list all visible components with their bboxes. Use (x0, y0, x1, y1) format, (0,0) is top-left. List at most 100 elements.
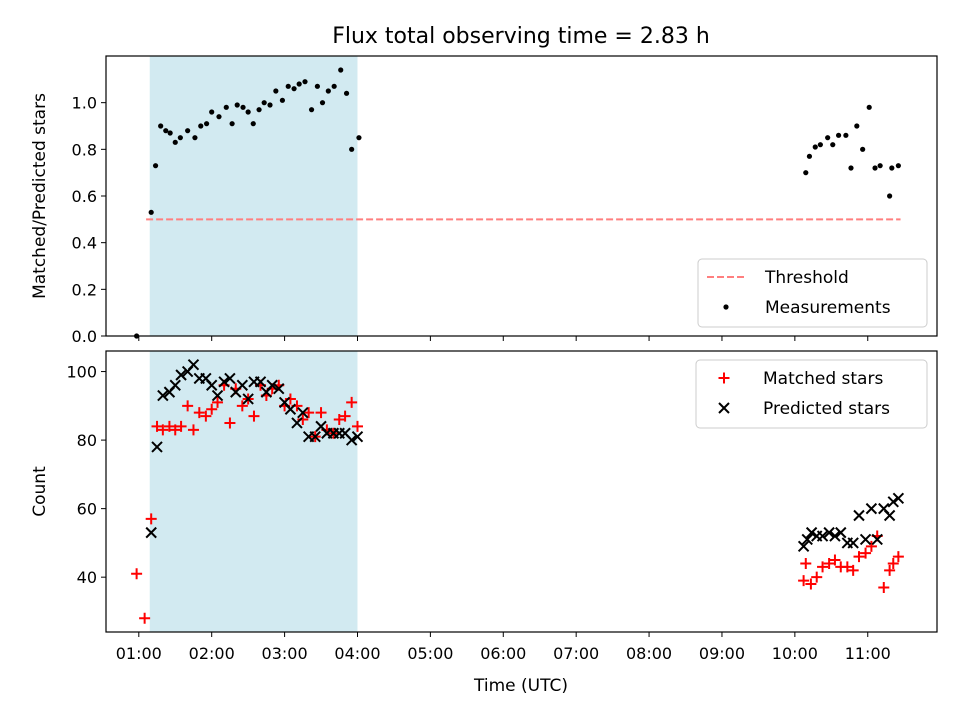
measurement-point (356, 135, 362, 141)
matched-star-point (236, 400, 248, 412)
x-tick-label: 02:00 (189, 644, 235, 663)
x-tick-label: 01:00 (116, 644, 162, 663)
predicted-star-point (797, 540, 810, 553)
predicted-star-point (853, 509, 865, 522)
measurement-point (349, 146, 355, 152)
predicted-star-point (859, 533, 872, 546)
measurement-point (887, 193, 893, 199)
matched-star-point (847, 564, 859, 576)
measurement-point (854, 123, 860, 129)
matched-star-point (145, 513, 157, 525)
predicted-star-point (345, 434, 358, 446)
measurement-point (273, 88, 279, 94)
measurement-point (806, 153, 813, 159)
legend-label: Measurements (765, 298, 891, 318)
measurement-point (192, 135, 198, 141)
measurement-point (872, 165, 878, 171)
y-tick-label: 100 (66, 363, 97, 382)
matched-star-point (798, 575, 810, 587)
measurement-point (185, 128, 191, 134)
measurement-point (267, 102, 273, 108)
matched-star-point (175, 420, 187, 432)
x-tick-label: 03:00 (262, 644, 308, 663)
matched-star-point (892, 551, 904, 563)
legend-matched-swatch (718, 372, 730, 384)
matched-star-point (805, 578, 817, 590)
predicted-star-point (801, 533, 813, 546)
y-tick-label: 0.0 (72, 327, 97, 346)
y-tick-label: 0.2 (72, 280, 97, 299)
measurement-point (177, 135, 183, 141)
measurement-point (279, 97, 286, 103)
measurement-point (234, 102, 240, 108)
x-tick-label: 08:00 (626, 644, 672, 663)
y-tick-label: 0.8 (72, 140, 97, 159)
matched-star-point (878, 581, 890, 593)
observing-span-highlight (149, 351, 358, 632)
x-tick-label: 11:00 (845, 644, 891, 663)
matched-star-point (206, 403, 218, 415)
matched-star-point (187, 424, 199, 436)
legend-measurements-swatch (723, 304, 729, 310)
predicted-star-point (224, 372, 236, 385)
y-axis-label: Count (30, 466, 50, 517)
predicted-star-point (892, 492, 905, 505)
measurement-point (250, 121, 256, 127)
predicted-star-point (175, 369, 187, 381)
legend-label: Matched stars (763, 369, 883, 389)
measurement-point (291, 86, 297, 92)
legend-predicted-swatch (718, 402, 730, 414)
measurement-point (812, 144, 818, 150)
measurement-point (843, 132, 849, 138)
measurement-point (285, 83, 291, 89)
y-tick-label: 0.6 (72, 187, 97, 206)
measurement-point (158, 123, 164, 129)
predicted-star-point (218, 376, 230, 388)
measurement-point (172, 139, 178, 145)
predicted-star-point (205, 379, 218, 391)
legend-box (695, 359, 928, 429)
matched-star-point (157, 424, 169, 436)
axes-frame (105, 350, 938, 633)
matched-star-point (151, 420, 163, 432)
matched-star-point (853, 551, 865, 563)
measurement-point (830, 142, 836, 148)
predicted-star-point (829, 530, 841, 542)
matched-star-point (139, 612, 151, 624)
matched-star-point (333, 414, 345, 426)
measurement-point (245, 109, 251, 115)
matched-star-point (248, 410, 260, 422)
measurement-point (152, 163, 159, 169)
predicted-star-point (291, 417, 303, 429)
measurement-point (343, 90, 350, 96)
measurement-point (803, 170, 809, 176)
legend-label: Predicted stars (763, 399, 890, 419)
predicted-star-point (883, 509, 896, 522)
matched-star-point (829, 554, 841, 566)
measurement-point (229, 121, 235, 127)
matched-star-point (182, 400, 194, 412)
matched-star-point (339, 410, 351, 422)
x-axis-label: Time (UTC) (473, 676, 568, 696)
measurement-point (209, 109, 215, 115)
matched-star-point (200, 410, 212, 422)
matched-star-point (351, 420, 363, 432)
measurement-point (163, 128, 169, 134)
predicted-star-point (236, 379, 249, 391)
predicted-star-point (805, 526, 818, 539)
measurement-point (223, 104, 229, 110)
measurement-point (216, 114, 222, 120)
predicted-star-point (351, 430, 364, 443)
measurement-point (825, 135, 831, 141)
predicted-star-point (887, 496, 899, 508)
predicted-star-point (871, 533, 883, 546)
predicted-star-point (284, 403, 297, 415)
measurement-point (148, 209, 154, 215)
matched-star-point (163, 420, 175, 432)
matched-star-point (169, 424, 181, 436)
measurement-point (848, 165, 854, 171)
matched-star-point (823, 557, 835, 569)
bottom-panel-counts: 40 60 80 100 01:00 02:00 03:00 04:00 05:00 06:00 0… (30, 350, 938, 663)
predicted-star-point (865, 502, 878, 515)
